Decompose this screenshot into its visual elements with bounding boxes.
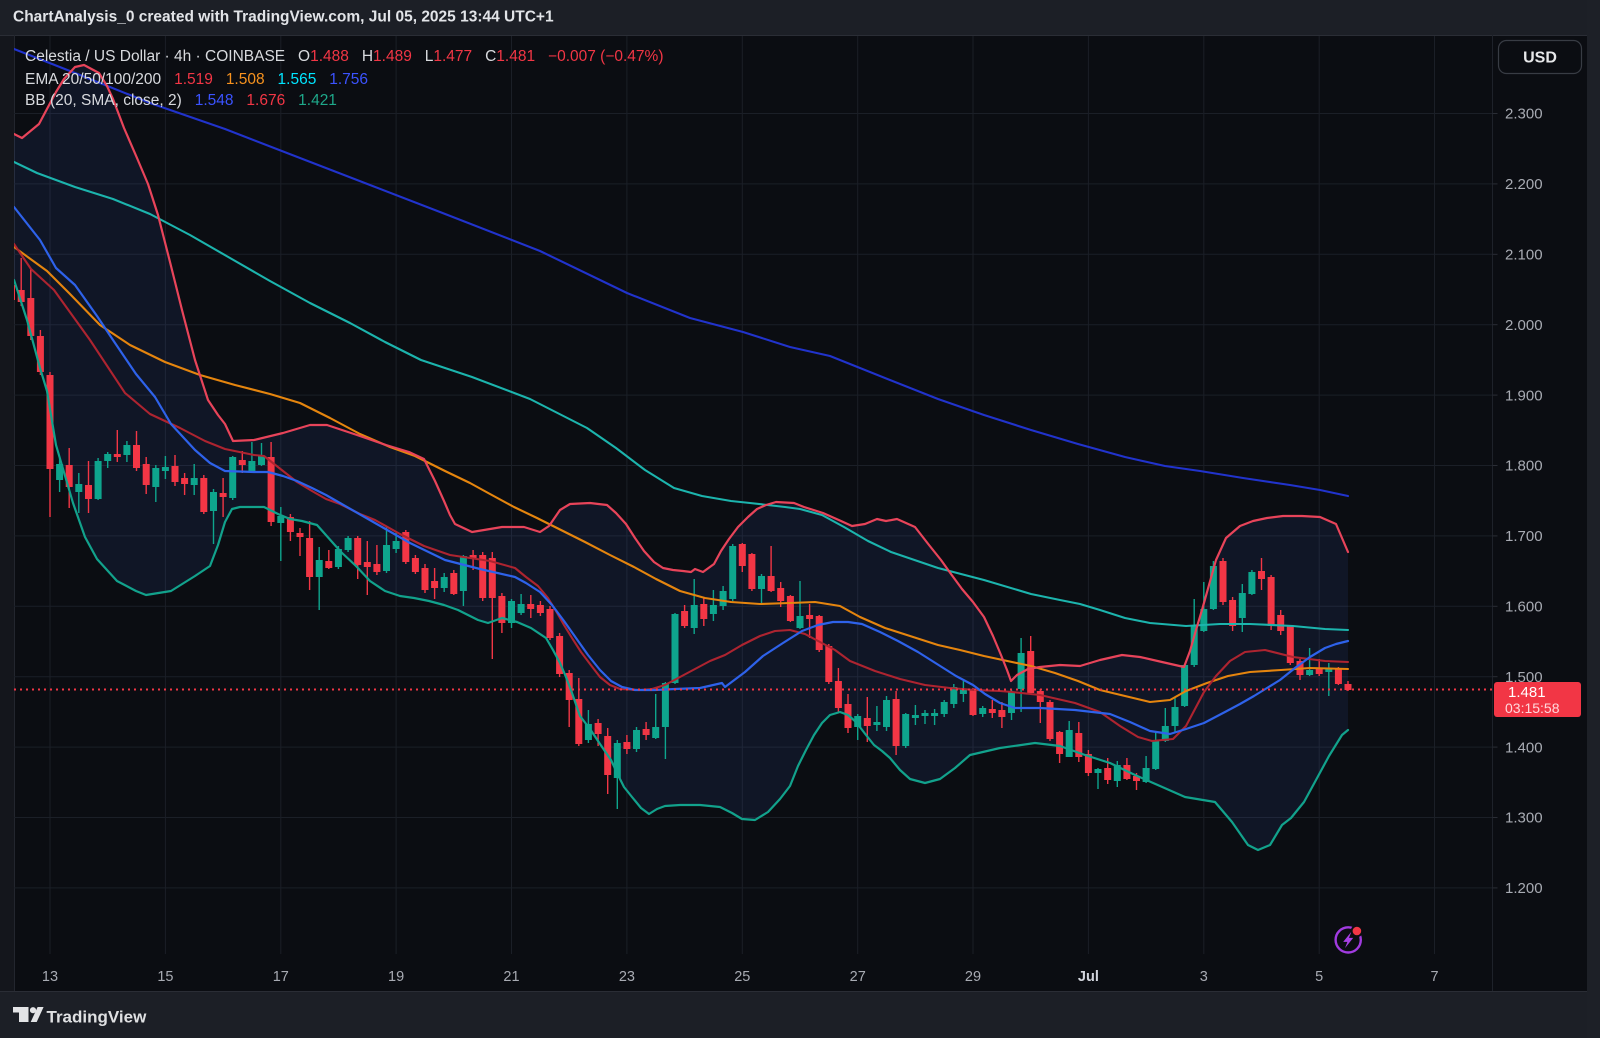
svg-text:Celestia / US Dollar · 4h · CO: Celestia / US Dollar · 4h · COINBASE O1.… [25,48,664,65]
svg-text:2.100: 2.100 [1505,247,1543,264]
svg-text:1.800: 1.800 [1505,458,1543,475]
svg-text:USD: USD [1523,50,1557,67]
svg-text:ChartAnalysis_0 created with T: ChartAnalysis_0 created with TradingView… [13,9,554,26]
svg-text:15: 15 [157,969,173,985]
svg-text:29: 29 [965,969,981,985]
svg-text:23: 23 [619,969,635,985]
svg-text:1.200: 1.200 [1505,880,1543,897]
svg-text:7: 7 [1430,969,1438,985]
svg-text:13: 13 [42,969,58,985]
svg-text:3: 3 [1200,969,1208,985]
svg-text:BB (20, SMA, close, 2) 1.548: BB (20, SMA, close, 2) 1.548 1.676 1.421 [25,92,337,109]
svg-text:1.481: 1.481 [1508,684,1546,701]
svg-text:2.200: 2.200 [1505,176,1543,193]
svg-text:1.600: 1.600 [1505,599,1543,616]
svg-text:TradingView: TradingView [47,1008,148,1027]
svg-text:1.300: 1.300 [1505,810,1543,827]
svg-text:1.700: 1.700 [1505,528,1543,545]
svg-text:1.500: 1.500 [1505,669,1543,686]
svg-text:19: 19 [388,969,404,985]
svg-text:25: 25 [734,969,750,985]
svg-text:21: 21 [503,969,519,985]
svg-text:EMA 20/50/100/200 1.519 1.: EMA 20/50/100/200 1.519 1.508 1.565 1.75… [25,71,368,88]
svg-text:03:15:58: 03:15:58 [1505,700,1560,716]
svg-text:17: 17 [273,969,289,985]
svg-text:2.300: 2.300 [1505,106,1543,123]
svg-text:5: 5 [1315,969,1323,985]
svg-text:2.000: 2.000 [1505,317,1543,334]
svg-text:1.900: 1.900 [1505,387,1543,404]
svg-text:27: 27 [850,969,866,985]
svg-text:1.400: 1.400 [1505,739,1543,756]
svg-text:Jul: Jul [1078,969,1099,985]
